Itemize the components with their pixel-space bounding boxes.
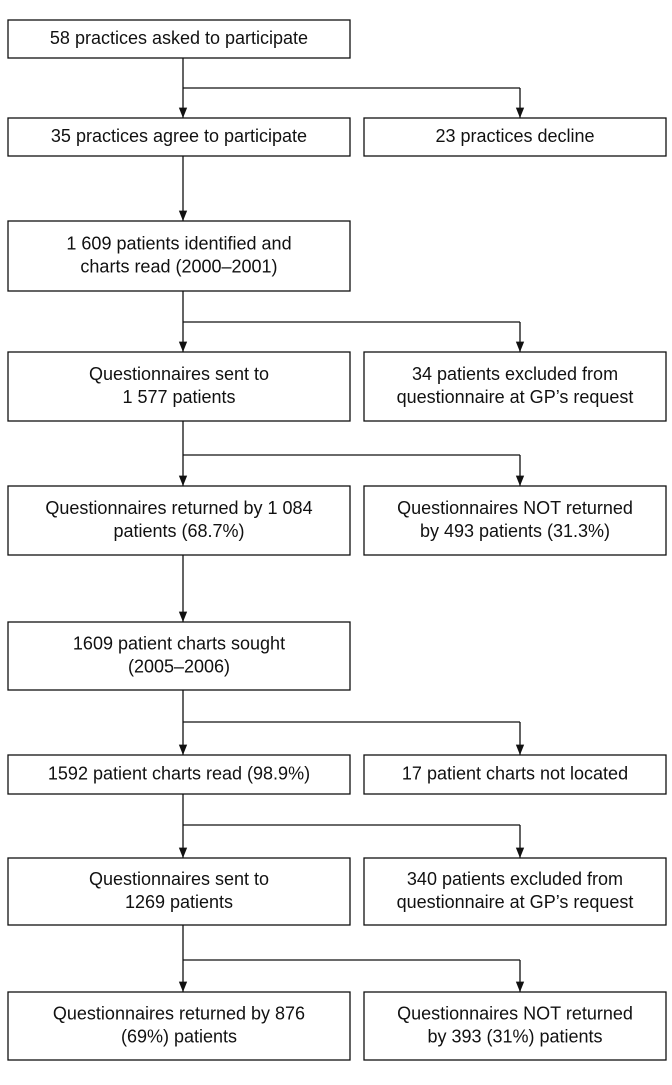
box-label: 17 patient charts not located	[402, 763, 628, 783]
box-label: 23 practices decline	[435, 126, 594, 146]
box-label: charts read (2000–2001)	[80, 256, 277, 276]
box-label: 1 609 patients identified and	[66, 233, 291, 253]
box-label: (69%) patients	[121, 1026, 237, 1046]
flow-box	[363, 857, 667, 926]
box-label: Questionnaires sent to	[89, 364, 269, 384]
flow-box	[7, 220, 351, 292]
flow-box	[7, 19, 351, 59]
box-label: patients (68.7%)	[113, 521, 244, 541]
box-label: by 493 patients (31.3%)	[420, 521, 610, 541]
box-label: questionnaire at GP’s request	[397, 387, 634, 407]
flow-box	[363, 351, 667, 422]
box-label: Questionnaires NOT returned	[397, 1003, 633, 1023]
box-label: (2005–2006)	[128, 656, 230, 676]
box-label: 1592 patient charts read (98.9%)	[48, 763, 310, 783]
box-label: Questionnaires returned by 1 084	[45, 498, 312, 518]
box-label: by 393 (31%) patients	[427, 1026, 602, 1046]
flow-box	[363, 754, 667, 795]
box-label: 1269 patients	[125, 892, 233, 912]
flow-box	[7, 485, 351, 556]
box-label: Questionnaires returned by 876	[53, 1003, 305, 1023]
flow-box	[7, 754, 351, 795]
flow-box	[7, 621, 351, 691]
flow-box	[7, 857, 351, 926]
box-label: 1609 patient charts sought	[73, 633, 285, 653]
flow-box	[363, 485, 667, 556]
box-label: Questionnaires sent to	[89, 869, 269, 889]
box-label: questionnaire at GP’s request	[397, 892, 634, 912]
flow-box	[7, 991, 351, 1061]
flow-box	[7, 117, 351, 157]
box-label: 58 practices asked to participate	[50, 28, 308, 48]
box-label: 35 practices agree to participate	[51, 126, 307, 146]
box-label: 340 patients excluded from	[407, 869, 623, 889]
flow-box	[363, 117, 667, 157]
box-label: Questionnaires NOT returned	[397, 498, 633, 518]
box-label: 34 patients excluded from	[412, 364, 618, 384]
box-label: 1 577 patients	[122, 387, 235, 407]
flow-box	[363, 991, 667, 1061]
flow-box	[7, 351, 351, 422]
